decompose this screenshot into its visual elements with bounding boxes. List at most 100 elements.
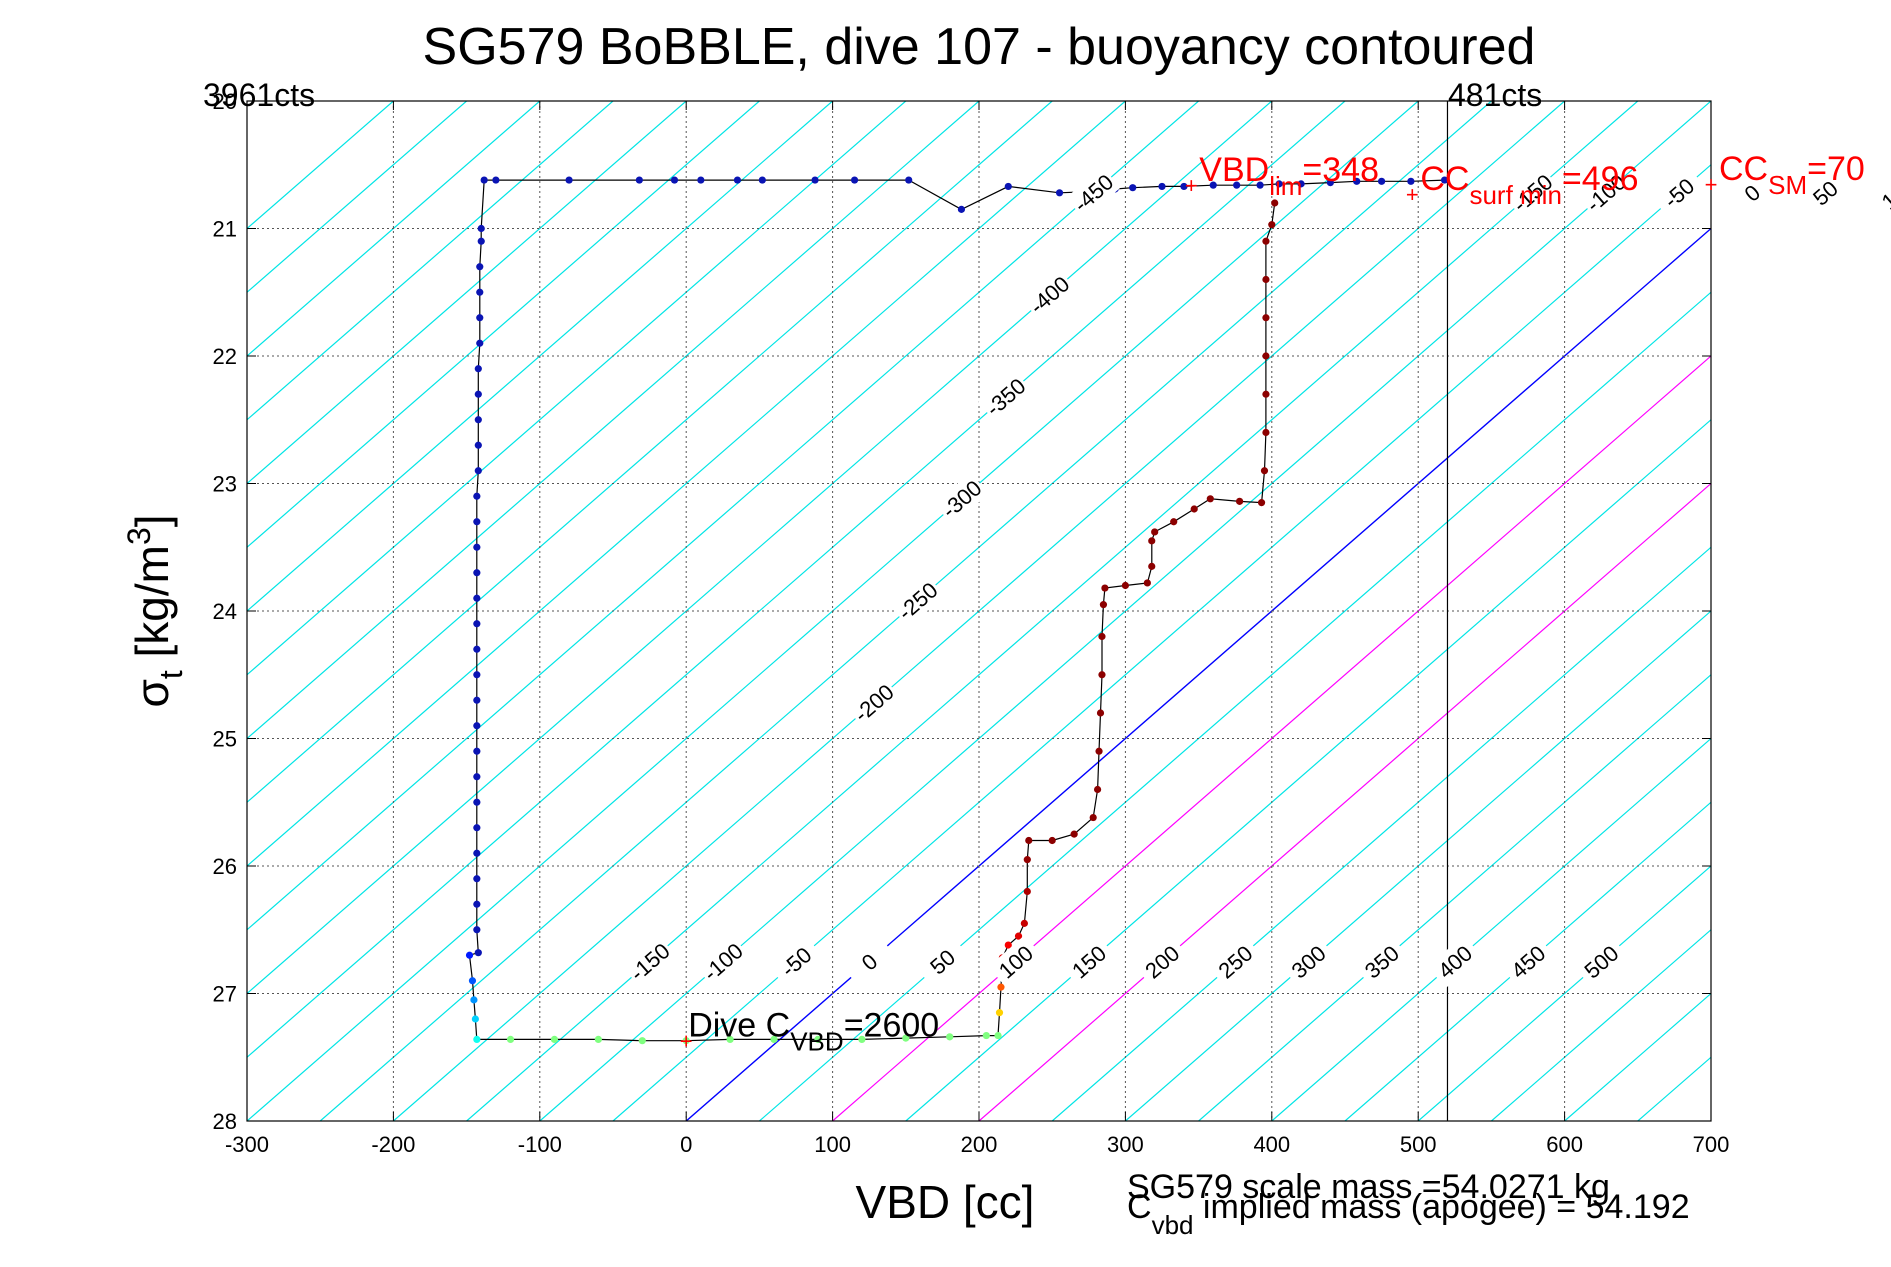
descent-point	[474, 390, 482, 398]
contour-label-bg	[978, 370, 1033, 424]
descent-point	[1055, 189, 1064, 197]
ascent-point	[1143, 579, 1151, 587]
contour-label-bg	[622, 935, 677, 988]
descent-point	[473, 849, 481, 857]
marker-label-main: CC	[1719, 150, 1768, 188]
bottom-point	[550, 1035, 559, 1043]
contour-label-bg	[890, 574, 945, 628]
contour-label-bg	[768, 935, 824, 988]
bottom-point	[506, 1035, 515, 1043]
contour-label-bg	[988, 935, 1043, 988]
contour-label-bg	[1573, 935, 1629, 988]
bottom-point	[902, 1034, 910, 1042]
footer-implied-main: C	[1127, 1188, 1152, 1226]
bottom-point	[858, 1035, 866, 1043]
contour-label-bg	[1724, 166, 1780, 220]
y-tick-label: 24	[213, 599, 237, 624]
ascent-point	[1262, 275, 1270, 284]
descent-point	[473, 798, 481, 806]
descent-point	[1233, 181, 1241, 189]
contour-label-bg	[1354, 935, 1409, 988]
bottom-point	[814, 1035, 822, 1043]
descent-point	[473, 773, 481, 781]
descent-point	[1129, 184, 1137, 192]
marker-label-eq: =70	[1807, 150, 1865, 188]
marker-plus: +	[1406, 182, 1419, 207]
contour-label-bg	[1505, 166, 1560, 220]
contour-line	[247, 101, 1346, 1059]
ascent-point	[1023, 856, 1031, 864]
bottom-point	[726, 1035, 734, 1043]
bottom-point	[995, 1009, 1004, 1017]
contour-label-bg	[841, 935, 897, 988]
descent-point	[565, 176, 573, 184]
y-tick-label: 26	[213, 854, 237, 879]
descent-point	[635, 176, 643, 184]
ascent-point	[1004, 941, 1012, 949]
annotation-markers: + VBDlim=348+ CCsurf min=496 + CCSM=70+Dive …	[680, 150, 1865, 1057]
descent-point	[957, 205, 966, 213]
marker-label-eq: =496	[1562, 160, 1639, 198]
descent-point	[476, 314, 484, 322]
bottom-point	[594, 1035, 602, 1043]
contour-label-bg	[1871, 166, 1891, 220]
contour-label-bg	[1281, 935, 1336, 988]
descent-point	[473, 824, 481, 832]
contour-label-bg	[1651, 166, 1707, 220]
ascent-point	[1099, 601, 1108, 609]
ascent-point	[1025, 836, 1033, 845]
descent-point	[1256, 181, 1264, 189]
bottom-point	[682, 1037, 690, 1045]
x-axis-title: VBD [cc]	[856, 1176, 1035, 1228]
descent-point	[474, 365, 482, 373]
dive-cvbd-sub: VBD	[790, 1027, 843, 1057]
dive-cvbd-plus: +	[680, 1029, 693, 1054]
descent-point	[473, 900, 481, 908]
descent-point	[1378, 177, 1386, 185]
y-tick-label: 27	[213, 982, 237, 1007]
ascent-point	[1262, 390, 1270, 398]
marker-label: CCsurf min=496	[1420, 160, 1638, 210]
bottom-point	[997, 983, 1005, 991]
y-tick-label: 25	[213, 727, 237, 752]
descent-point	[1209, 181, 1217, 189]
ascent-point	[1023, 887, 1031, 896]
marker-plus: +	[1185, 173, 1198, 198]
bottom-point	[770, 1035, 778, 1043]
footer-scale-mass: SG579 scale mass =54.0271 kg	[1127, 1168, 1610, 1206]
ascent-point	[1262, 428, 1270, 437]
contour-label-bg	[1578, 166, 1633, 220]
dive-cvbd-main: Dive C	[688, 1007, 790, 1045]
ascent-point	[1048, 836, 1056, 845]
contour-label-bg	[846, 676, 901, 730]
x-tick-label: 600	[1546, 1132, 1583, 1157]
bottom-point	[946, 1033, 954, 1041]
bottom-point	[473, 1035, 481, 1043]
marker-label-sub: surf min	[1469, 180, 1561, 210]
ascent-point	[1014, 932, 1023, 940]
dive-cvbd-marker: +Dive CVBD=2600	[680, 1007, 939, 1057]
bottom-point	[471, 1015, 479, 1023]
y-tick-label: 20	[213, 89, 237, 114]
descent-point	[476, 339, 484, 347]
descent-point	[1407, 177, 1415, 185]
contour-label-bg	[1797, 166, 1853, 220]
ascent-point	[1268, 221, 1276, 229]
descent-point	[905, 176, 913, 184]
ascent-point	[1257, 499, 1266, 507]
marker-label-main: VBD	[1199, 151, 1269, 189]
descent-point	[473, 492, 481, 500]
descent-point	[473, 645, 481, 653]
ascent-point	[1235, 497, 1244, 505]
x-tick-label: -100	[518, 1132, 562, 1157]
dive-cvbd-eq: =2600	[844, 1007, 940, 1045]
descent-point	[670, 176, 679, 184]
descent-point	[473, 594, 481, 602]
bottom-point	[994, 1031, 1002, 1040]
contour-label-bg	[1061, 935, 1117, 988]
ascent-point	[1093, 785, 1102, 794]
ascent-point	[1271, 199, 1279, 207]
dive-profile	[465, 101, 1449, 1121]
ascent-point	[1098, 671, 1106, 679]
